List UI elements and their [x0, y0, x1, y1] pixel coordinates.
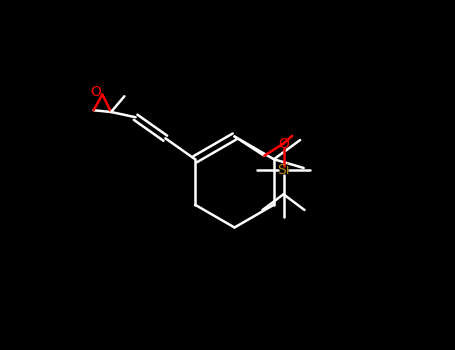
Text: Si: Si — [277, 163, 290, 177]
Text: O: O — [90, 85, 101, 99]
Text: O: O — [278, 136, 289, 150]
